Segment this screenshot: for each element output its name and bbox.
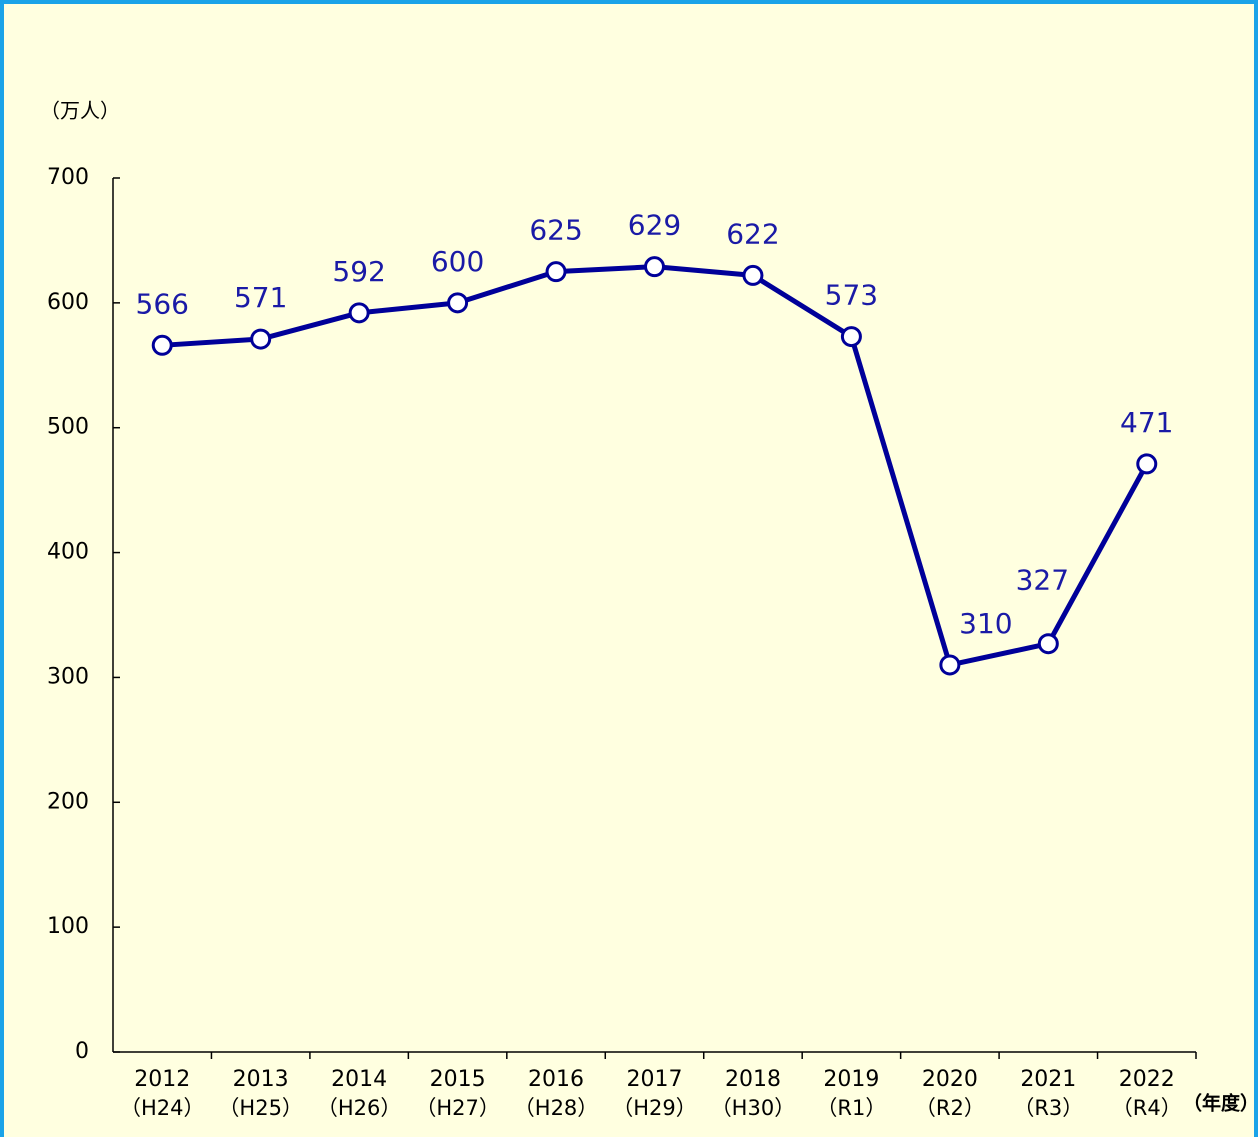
data-label: 310 [959, 607, 1012, 640]
y-tick-label: 700 [47, 165, 89, 190]
x-tick-label: 2012 [134, 1067, 190, 1092]
marker [1037, 633, 1059, 655]
x-tick-label: 2021 [1020, 1067, 1076, 1092]
marker [742, 264, 764, 286]
y-tick-label: 600 [47, 290, 89, 315]
marker [250, 328, 272, 350]
x-tick-sublabel: （H26） [317, 1096, 402, 1120]
x-tick-sublabel: （R4） [1112, 1096, 1182, 1120]
x-tick-sublabel: （H27） [415, 1096, 500, 1120]
x-tick-sublabel: （H29） [612, 1096, 697, 1120]
x-tick-sublabel: （H25） [218, 1096, 303, 1120]
data-label: 629 [628, 209, 681, 242]
marker [1136, 453, 1158, 475]
x-tick-sublabel: （R3） [1013, 1096, 1083, 1120]
data-label: 471 [1120, 406, 1173, 439]
x-tick-sublabel: （H24） [120, 1096, 205, 1120]
x-tick-label: 2022 [1119, 1067, 1175, 1092]
x-tick-sublabel: （R2） [915, 1096, 985, 1120]
marker [447, 292, 469, 314]
x-tick-label: 2014 [331, 1067, 387, 1092]
data-label: 625 [529, 214, 582, 247]
data-label: 573 [825, 279, 878, 312]
marker [348, 302, 370, 324]
x-tick-label: 2018 [725, 1067, 781, 1092]
marker [939, 654, 961, 676]
data-label: 600 [431, 245, 484, 278]
series-line [162, 264, 1149, 668]
marker [151, 334, 173, 356]
y-tick-label: 400 [47, 540, 89, 565]
x-tick-label: 2015 [430, 1067, 486, 1092]
x-tick-label: 2013 [233, 1067, 289, 1092]
x-tick-sublabel: （H30） [711, 1096, 796, 1120]
marker [840, 326, 862, 348]
y-tick-label: 200 [47, 789, 89, 814]
chart: （万人） （年度） 0 100 200 300 400 500 600 700 2012 （H24… [40, 99, 1254, 1121]
x-tick-sublabel: （H28） [514, 1096, 599, 1120]
data-label: 571 [234, 281, 287, 314]
y-tick-label: 500 [47, 415, 89, 440]
x-axis-label: （年度） [1183, 1092, 1254, 1115]
x-tick-sublabel: （R1） [816, 1096, 886, 1120]
y-tick-label: 100 [47, 914, 89, 939]
x-tick-label: 2019 [823, 1067, 879, 1092]
data-label: 592 [332, 255, 385, 288]
x-tick-label: 2016 [528, 1067, 584, 1092]
x-tick-label: 2017 [627, 1067, 683, 1092]
data-label: 566 [136, 287, 189, 320]
y-tick-label: 0 [75, 1039, 89, 1064]
data-label: 622 [726, 217, 779, 250]
x-tick-label: 2020 [922, 1067, 978, 1092]
marker [644, 256, 665, 278]
data-label: 327 [1016, 564, 1069, 597]
y-axis-label: （万人） [40, 99, 120, 123]
marker [545, 261, 567, 283]
y-tick-label: 300 [47, 664, 89, 689]
